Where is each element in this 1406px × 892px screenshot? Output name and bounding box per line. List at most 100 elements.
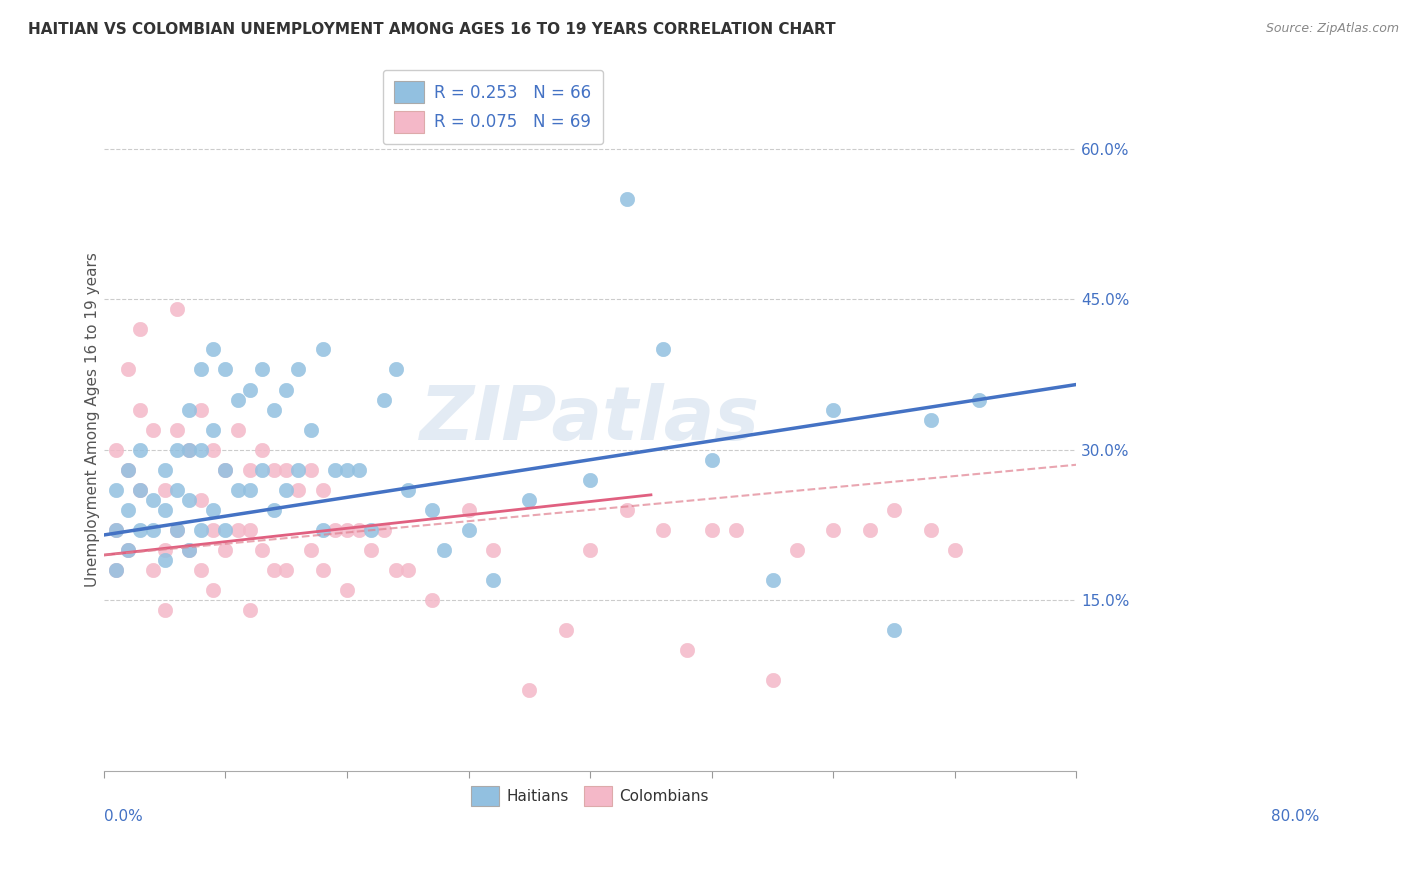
- Text: Source: ZipAtlas.com: Source: ZipAtlas.com: [1265, 22, 1399, 36]
- Point: [920, 523, 942, 537]
- Point: [250, 463, 273, 477]
- Point: [336, 523, 359, 537]
- Point: [226, 392, 249, 407]
- Point: [883, 503, 905, 517]
- Point: [177, 442, 200, 457]
- Point: [263, 563, 285, 577]
- Point: [202, 583, 225, 598]
- Point: [676, 643, 699, 657]
- Point: [105, 523, 128, 537]
- Point: [786, 543, 808, 558]
- Point: [943, 543, 966, 558]
- Point: [299, 423, 322, 437]
- Point: [105, 483, 128, 497]
- Point: [312, 483, 335, 497]
- Point: [141, 492, 163, 507]
- Point: [373, 392, 395, 407]
- Point: [287, 483, 309, 497]
- Point: [652, 343, 675, 357]
- Point: [190, 563, 212, 577]
- Point: [761, 673, 783, 688]
- Point: [433, 543, 456, 558]
- Point: [239, 483, 262, 497]
- Point: [166, 302, 188, 317]
- Text: 0.0%: 0.0%: [104, 809, 142, 824]
- Point: [190, 362, 212, 376]
- Point: [153, 483, 176, 497]
- Point: [177, 543, 200, 558]
- Point: [700, 452, 723, 467]
- Point: [117, 463, 139, 477]
- Point: [153, 503, 176, 517]
- Point: [129, 442, 152, 457]
- Point: [153, 553, 176, 567]
- Point: [482, 573, 505, 587]
- Point: [579, 543, 602, 558]
- Point: [859, 523, 882, 537]
- Point: [373, 523, 395, 537]
- Text: ZIPatlas: ZIPatlas: [420, 383, 761, 456]
- Point: [920, 412, 942, 426]
- Point: [214, 463, 236, 477]
- Point: [396, 483, 419, 497]
- Point: [166, 423, 188, 437]
- Point: [214, 543, 236, 558]
- Point: [276, 563, 298, 577]
- Point: [166, 483, 188, 497]
- Point: [336, 463, 359, 477]
- Point: [276, 463, 298, 477]
- Point: [141, 523, 163, 537]
- Point: [117, 362, 139, 376]
- Point: [457, 523, 479, 537]
- Point: [105, 442, 128, 457]
- Point: [202, 523, 225, 537]
- Point: [177, 492, 200, 507]
- Point: [519, 683, 541, 698]
- Point: [141, 563, 163, 577]
- Point: [202, 343, 225, 357]
- Point: [190, 492, 212, 507]
- Point: [263, 402, 285, 417]
- Point: [166, 442, 188, 457]
- Point: [129, 402, 152, 417]
- Point: [177, 402, 200, 417]
- Point: [166, 523, 188, 537]
- Point: [616, 192, 638, 206]
- Point: [360, 523, 382, 537]
- Point: [579, 473, 602, 487]
- Point: [190, 523, 212, 537]
- Point: [700, 523, 723, 537]
- Point: [652, 523, 675, 537]
- Point: [153, 543, 176, 558]
- Point: [276, 483, 298, 497]
- Point: [823, 402, 845, 417]
- Point: [347, 463, 370, 477]
- Point: [141, 423, 163, 437]
- Point: [214, 362, 236, 376]
- Point: [482, 543, 505, 558]
- Point: [420, 503, 443, 517]
- Point: [226, 523, 249, 537]
- Point: [336, 583, 359, 598]
- Point: [202, 423, 225, 437]
- Point: [226, 423, 249, 437]
- Text: 80.0%: 80.0%: [1271, 809, 1320, 824]
- Point: [616, 503, 638, 517]
- Point: [384, 563, 406, 577]
- Point: [239, 523, 262, 537]
- Point: [287, 463, 309, 477]
- Point: [299, 463, 322, 477]
- Point: [153, 463, 176, 477]
- Point: [250, 442, 273, 457]
- Point: [323, 523, 346, 537]
- Point: [312, 523, 335, 537]
- Point: [117, 543, 139, 558]
- Point: [166, 523, 188, 537]
- Point: [117, 463, 139, 477]
- Point: [276, 383, 298, 397]
- Point: [312, 343, 335, 357]
- Point: [105, 563, 128, 577]
- Point: [202, 503, 225, 517]
- Point: [177, 442, 200, 457]
- Point: [967, 392, 990, 407]
